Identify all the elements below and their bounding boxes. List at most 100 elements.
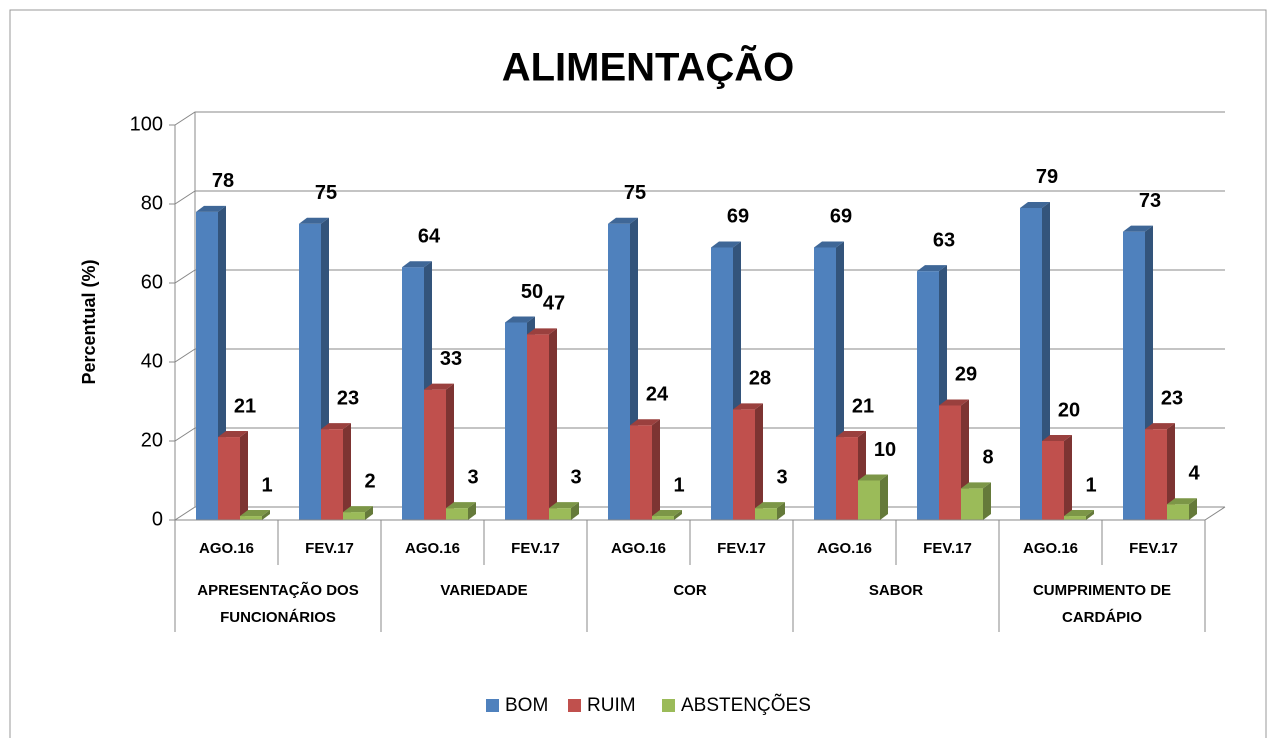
legend-label: BOM (505, 695, 548, 716)
x-tick-label: FEV.17 (717, 540, 766, 557)
bar-top (1042, 435, 1072, 441)
bar-top (505, 316, 535, 323)
bar-top (630, 419, 660, 426)
value-label: 20 (1058, 399, 1080, 421)
x-tick-label: FEV.17 (923, 540, 972, 557)
value-label: 21 (234, 395, 256, 417)
bar-side (777, 502, 785, 520)
value-label: 2 (364, 470, 375, 492)
group-label: CUMPRIMENTO DE CARDÁPIO (1032, 582, 1172, 626)
grid-line (169, 506, 1225, 521)
value-label: 63 (933, 229, 955, 251)
bar-side (652, 419, 660, 520)
bar-top (402, 261, 432, 268)
bar-top (1123, 225, 1153, 232)
bar-top (343, 506, 373, 513)
bar (549, 508, 571, 520)
bar (1020, 207, 1042, 520)
bar-side (1064, 435, 1072, 520)
value-label: 69 (727, 206, 749, 228)
bar-top (755, 502, 785, 509)
bar-top (733, 403, 763, 410)
value-label: 1 (673, 474, 684, 496)
x-tick-label: AGO.16 (611, 540, 666, 557)
bar (836, 437, 858, 520)
bar (711, 247, 733, 520)
bar (424, 389, 446, 520)
value-label: 23 (337, 387, 359, 409)
bar-top (814, 241, 844, 248)
bar-side (983, 482, 991, 520)
group-label: APRESENTAÇÃO DOS FUNCIONÁRIOS (197, 582, 359, 626)
grid-line (169, 427, 1225, 442)
group-label: SABOR (868, 582, 924, 599)
value-label: 64 (418, 225, 441, 247)
y-tick-label: 20 (141, 429, 163, 451)
bar-top (299, 217, 329, 224)
bar (402, 267, 424, 520)
bar-top (1064, 510, 1094, 517)
bar-top (917, 265, 947, 272)
legend-swatch (662, 699, 675, 712)
bar-top (836, 431, 866, 438)
x-tick-label: AGO.16 (1023, 540, 1078, 557)
x-tick-label: AGO.16 (817, 540, 872, 557)
bar (299, 223, 321, 520)
group-label: COR (673, 582, 707, 599)
bar-side (262, 510, 270, 520)
bar (652, 516, 674, 520)
bar-top (446, 502, 476, 509)
bar (1042, 441, 1064, 520)
bar-top (218, 431, 248, 438)
bar-side (468, 502, 476, 520)
bar-top (240, 510, 270, 517)
legend-swatch (568, 699, 581, 712)
bar (1145, 429, 1167, 520)
bar-top (652, 510, 682, 517)
y-tick-label: 0 (152, 508, 163, 530)
bar-top (1145, 423, 1175, 430)
bar-side (571, 502, 579, 520)
value-label: 79 (1036, 166, 1058, 188)
bar (733, 409, 755, 520)
y-tick-label: 80 (141, 192, 163, 214)
bar-side (240, 431, 248, 520)
back-wall (174, 112, 196, 520)
bar (196, 211, 218, 520)
bar-side (880, 474, 888, 520)
value-label: 73 (1139, 190, 1161, 212)
value-label: 3 (776, 466, 787, 488)
bar (814, 247, 836, 520)
value-label: 75 (315, 182, 337, 204)
grid-line (169, 111, 1225, 126)
bar (343, 512, 365, 520)
bar (1123, 231, 1145, 520)
value-label: 4 (1188, 462, 1200, 484)
bar-top (711, 241, 741, 248)
value-label: 8 (982, 447, 993, 469)
bar-top (608, 217, 638, 224)
y-tick-label: 60 (141, 271, 163, 293)
group-label: VARIEDADE (440, 582, 528, 599)
bar (1064, 516, 1086, 520)
bar-side (1189, 498, 1197, 520)
bar-side (365, 506, 373, 520)
grid-line (169, 269, 1225, 284)
value-label: 28 (749, 368, 771, 390)
bar (527, 334, 549, 520)
value-label: 33 (440, 348, 462, 370)
value-label: 24 (646, 383, 669, 405)
x-tick-label: FEV.17 (1129, 540, 1178, 557)
x-tick-label: AGO.16 (405, 540, 460, 557)
bar-top (549, 502, 579, 509)
bar-top (1020, 201, 1050, 208)
value-label: 78 (212, 170, 234, 192)
bar (917, 271, 939, 520)
x-tick-label: FEV.17 (305, 540, 354, 557)
bar (240, 516, 262, 520)
x-tick-label: AGO.16 (199, 540, 254, 557)
y-tick-label: 100 (130, 113, 163, 135)
bar (218, 437, 240, 520)
legend-label: RUIM (587, 695, 636, 716)
